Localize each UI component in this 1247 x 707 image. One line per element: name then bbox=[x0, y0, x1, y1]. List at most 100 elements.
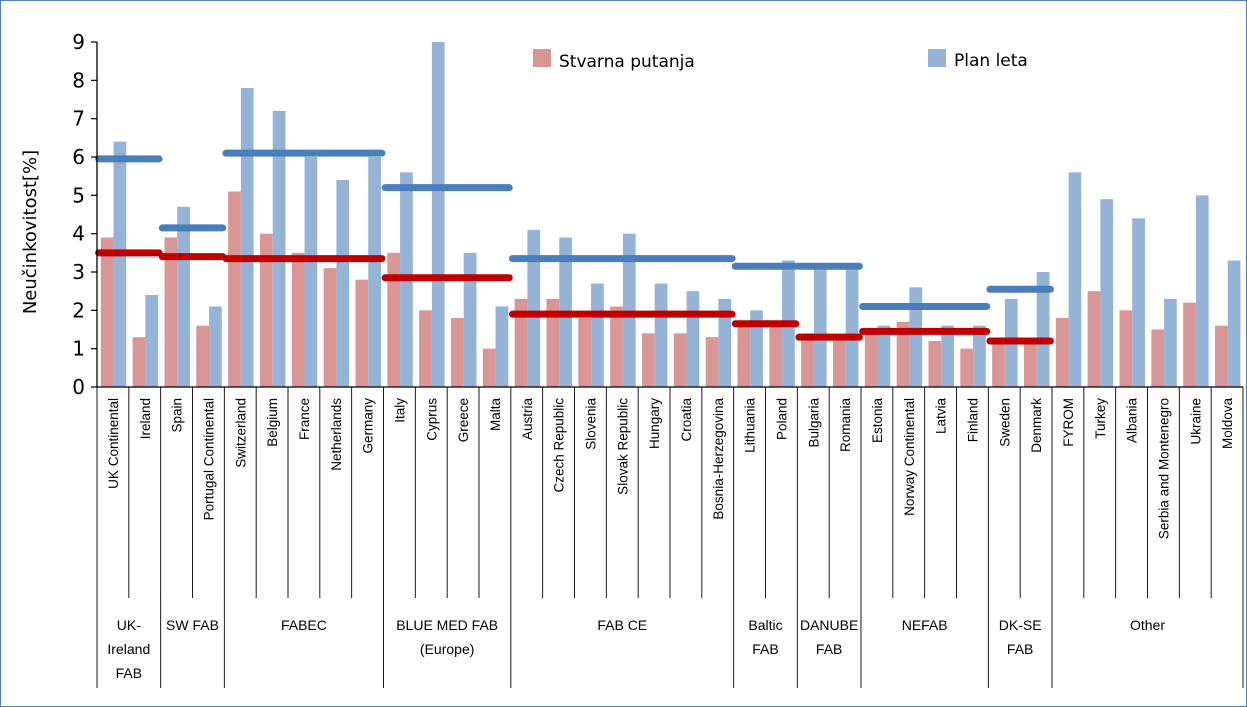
category-label-cyprus: Cyprus bbox=[424, 398, 439, 441]
legend-label-actual: Stvarna putanja bbox=[559, 52, 695, 72]
bar-plan-turkey bbox=[1100, 199, 1114, 387]
category-label-serbia-and-montenegro: Serbia and Montenegro bbox=[1156, 398, 1171, 539]
group-label-blue-med-fab: BLUE MED FAB bbox=[396, 617, 498, 633]
y-tick-label-0: 0 bbox=[72, 375, 85, 399]
group-label-fab-ce: FAB CE bbox=[597, 617, 647, 633]
y-tick-label-4: 4 bbox=[72, 222, 85, 246]
bar-plan-bosnia-herzegovina bbox=[718, 298, 732, 387]
y-tick-label-1: 1 bbox=[72, 337, 85, 361]
bar-actual-bosnia-herzegovina bbox=[705, 337, 719, 387]
bar-actual-finland bbox=[960, 348, 974, 387]
category-label-france: France bbox=[297, 398, 312, 440]
category-label-finland: Finland bbox=[965, 398, 980, 442]
bar-actual-denmark bbox=[1023, 341, 1037, 387]
group-label-dk-se: DK-SE bbox=[999, 617, 1042, 633]
bar-plan-hungary bbox=[654, 283, 668, 387]
bar-plan-slovak-republic bbox=[622, 233, 636, 387]
bar-actual-norway-continental bbox=[896, 321, 910, 387]
group-label-nefab: NEFAB bbox=[902, 617, 948, 633]
y-tick-label-5: 5 bbox=[72, 183, 85, 207]
group-label-fab: FAB bbox=[1007, 641, 1033, 657]
bar-plan-greece bbox=[463, 252, 477, 387]
legend-swatch-plan bbox=[928, 49, 946, 67]
group-label-ireland: Ireland bbox=[107, 641, 150, 657]
bar-actual-albania bbox=[1119, 310, 1133, 387]
bar-plan-ukraine bbox=[1195, 195, 1209, 387]
category-label-denmark: Denmark bbox=[1029, 398, 1044, 453]
bar-plan-croatia bbox=[686, 291, 700, 387]
category-label-ukraine: Ukraine bbox=[1188, 398, 1203, 445]
bar-plan-ireland bbox=[145, 295, 159, 387]
bar-actual-belgium bbox=[259, 233, 273, 387]
bar-actual-moldova bbox=[1214, 325, 1228, 387]
group-label-sw-fab: SW FAB bbox=[166, 617, 219, 633]
bar-plan-portugal-continental bbox=[209, 306, 222, 387]
category-label-ireland: Ireland bbox=[138, 398, 153, 439]
y-tick-label-3: 3 bbox=[72, 260, 85, 284]
category-label-netherlands: Netherlands bbox=[329, 398, 344, 471]
bar-actual-sweden bbox=[992, 341, 1005, 387]
category-label-poland: Poland bbox=[774, 398, 789, 440]
category-label-estonia: Estonia bbox=[870, 398, 885, 444]
category-label-austria: Austria bbox=[520, 398, 535, 441]
category-label-romania: Romania bbox=[838, 398, 853, 453]
group-label-baltic: Baltic bbox=[748, 617, 782, 633]
group-label-fabec: FABEC bbox=[281, 617, 327, 633]
group-label-fab: FAB bbox=[116, 665, 142, 681]
y-tick-label-9: 9 bbox=[72, 30, 85, 54]
bar-plan-denmark bbox=[1036, 272, 1050, 387]
averages-layer bbox=[95, 149, 1054, 345]
bar-actual-switzerland bbox=[228, 191, 241, 387]
group-label-fab: FAB bbox=[752, 641, 778, 657]
category-label-hungary: Hungary bbox=[647, 398, 662, 449]
bar-actual-latvia bbox=[928, 341, 942, 387]
bar-plan-lithuania bbox=[750, 310, 763, 387]
category-label-bulgaria: Bulgaria bbox=[806, 398, 821, 448]
category-label-spain: Spain bbox=[170, 398, 185, 433]
bar-plan-finland bbox=[973, 325, 986, 387]
category-label-belgium: Belgium bbox=[265, 398, 280, 447]
category-label-czech-republic: Czech Republic bbox=[552, 398, 567, 493]
bar-actual-lithuania bbox=[737, 321, 751, 387]
category-label-malta: Malta bbox=[488, 398, 503, 432]
category-label-germany: Germany bbox=[361, 398, 376, 454]
bar-actual-fyrom bbox=[1055, 318, 1069, 387]
bar-actual-netherlands bbox=[323, 268, 337, 387]
category-label-sweden: Sweden bbox=[997, 398, 1012, 447]
y-tick-label-8: 8 bbox=[72, 68, 85, 92]
bar-plan-bulgaria bbox=[813, 268, 827, 387]
legend-swatch-actual bbox=[533, 49, 551, 67]
category-label-portugal-continental: Portugal Continental bbox=[201, 398, 216, 520]
bar-plan-austria bbox=[527, 229, 541, 387]
bar-actual-ukraine bbox=[1183, 302, 1196, 387]
axes-layer: 0 1 2 3 4 5 6 7 8 9 bbox=[72, 30, 1244, 688]
bar-plan-slovenia bbox=[591, 283, 604, 387]
bar-plan-malta bbox=[495, 306, 509, 387]
category-label-fyrom: FYROM bbox=[1061, 398, 1076, 447]
group-label-fab: FAB bbox=[816, 641, 842, 657]
category-label-latvia: Latvia bbox=[934, 398, 949, 435]
bar-actual-italy bbox=[387, 252, 401, 387]
bar-plan-netherlands bbox=[336, 180, 350, 387]
category-label-croatia: Croatia bbox=[679, 398, 694, 442]
y-tick-label-6: 6 bbox=[72, 145, 85, 169]
bar-plan-spain bbox=[177, 206, 190, 387]
bar-actual-malta bbox=[482, 348, 496, 387]
bar-actual-poland bbox=[769, 325, 783, 387]
labels-layer: UK Continental Ireland Spain Portugal Conti… bbox=[106, 398, 1235, 681]
bar-plan-belgium bbox=[272, 111, 286, 387]
category-label-norway-continental: Norway Continental bbox=[902, 398, 917, 516]
bar-plan-france bbox=[304, 157, 318, 387]
bar-plan-uk-continental bbox=[113, 141, 127, 387]
bar-actual-serbia-and-montenegro bbox=[1151, 329, 1165, 387]
bar-actual-cyprus bbox=[419, 310, 432, 387]
bar-actual-turkey bbox=[1087, 291, 1101, 387]
bar-actual-germany bbox=[355, 279, 369, 387]
bar-plan-romania bbox=[845, 268, 859, 387]
y-axis-label: Neučinkovitost[%] bbox=[20, 150, 41, 314]
bar-plan-switzerland bbox=[240, 88, 254, 387]
category-label-lithuania: Lithuania bbox=[743, 398, 758, 453]
bar-actual-austria bbox=[514, 298, 528, 387]
legend: Stvarna putanja Plan leta bbox=[533, 49, 1028, 72]
